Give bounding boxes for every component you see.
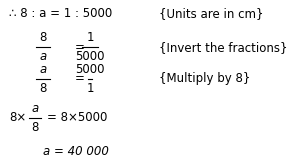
Text: 8: 8 xyxy=(39,82,47,95)
Text: {Units are in cm}: {Units are in cm} xyxy=(159,7,264,20)
Text: 8: 8 xyxy=(32,121,39,134)
Text: 8×: 8× xyxy=(9,111,26,124)
Text: 5000: 5000 xyxy=(76,50,105,63)
Text: =: = xyxy=(75,40,84,54)
Text: a: a xyxy=(39,63,47,76)
Text: {Invert the fractions}: {Invert the fractions} xyxy=(159,40,288,54)
Text: 8: 8 xyxy=(39,31,47,44)
Text: =: = xyxy=(75,72,84,86)
Text: ∴ 8 : a = 1 : 5000: ∴ 8 : a = 1 : 5000 xyxy=(9,7,112,20)
Text: a: a xyxy=(32,101,39,115)
Text: = 8×5000: = 8×5000 xyxy=(47,111,107,124)
Text: a = 40 000: a = 40 000 xyxy=(43,145,109,158)
Text: a: a xyxy=(39,50,47,63)
Text: 5000: 5000 xyxy=(76,63,105,76)
Text: 1: 1 xyxy=(87,82,94,95)
Text: {Multiply by 8}: {Multiply by 8} xyxy=(159,72,251,86)
Text: 1: 1 xyxy=(87,31,94,44)
